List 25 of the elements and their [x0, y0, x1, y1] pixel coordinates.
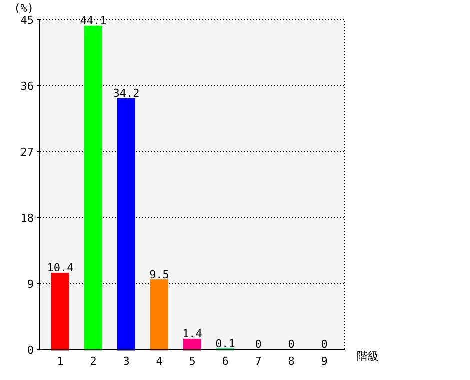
data-label: 0 — [288, 338, 295, 351]
y-tick-label: 45 — [20, 14, 34, 27]
x-tick-label: 9 — [321, 355, 328, 368]
y-tick-label: 27 — [20, 146, 34, 159]
x-tick-label: 6 — [222, 355, 229, 368]
data-label: 10.4 — [47, 262, 74, 275]
x-tick-label: 4 — [156, 355, 164, 368]
x-tick-label: 2 — [90, 355, 97, 368]
y-axis-title: (%) — [14, 2, 34, 15]
data-label: 34.2 — [113, 87, 140, 100]
x-axis-title: 階級 — [357, 350, 379, 363]
y-tick-label: 9 — [27, 278, 34, 291]
y-tick-label: 0 — [27, 344, 34, 357]
y-tick-label: 18 — [20, 212, 34, 225]
x-tick-label: 1 — [57, 355, 64, 368]
data-label: 1.4 — [182, 328, 203, 341]
y-tick-label: 36 — [20, 80, 34, 93]
data-label: 0 — [255, 338, 262, 351]
data-label: 0.1 — [216, 337, 236, 350]
x-tick-label: 5 — [189, 355, 196, 368]
x-tick-label: 3 — [123, 355, 130, 368]
data-label: 0 — [321, 338, 328, 351]
data-label: 9.5 — [150, 268, 170, 282]
x-tick-label: 8 — [288, 355, 295, 368]
x-tick-label: 7 — [255, 355, 262, 368]
